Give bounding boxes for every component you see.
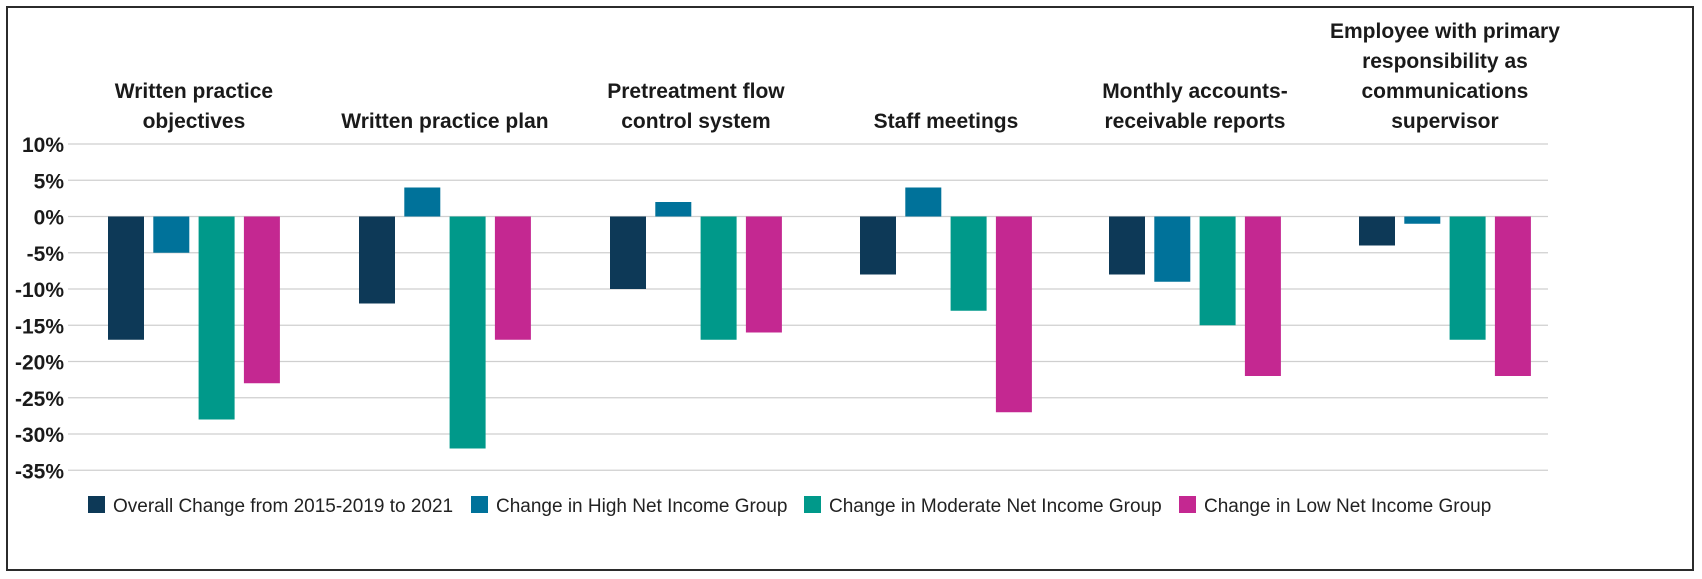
- y-tick-label: 10%: [22, 134, 64, 157]
- bar: [745, 216, 782, 333]
- legend-label: Change in High Net Income Group: [496, 496, 788, 517]
- category-label: receivable reports: [1104, 110, 1285, 133]
- bar: [359, 216, 395, 304]
- bar: [995, 216, 1032, 413]
- legend-swatch: [471, 496, 488, 513]
- bar: [1494, 216, 1531, 376]
- legend-swatch: [804, 496, 821, 513]
- bar-chart: 10% 5% 0% -5% -10% -15% -20% -25% -30% -35% Writte…: [15, 20, 1560, 517]
- bar: [1109, 216, 1145, 275]
- bar: [449, 216, 486, 449]
- bar: [1404, 216, 1441, 224]
- legend-swatch: [1179, 496, 1196, 513]
- bar: [950, 216, 987, 311]
- category-label: communications: [1362, 80, 1529, 103]
- bar: [1359, 216, 1395, 246]
- bar: [655, 202, 692, 217]
- y-tick-label: 0%: [34, 207, 65, 230]
- bar: [108, 216, 144, 340]
- bar: [700, 216, 737, 340]
- y-tick-label: -15%: [15, 315, 64, 338]
- category-label: supervisor: [1391, 110, 1498, 133]
- category-label: objectives: [143, 110, 246, 133]
- category-label: Pretreatment flow: [607, 80, 785, 103]
- category-label: Monthly accounts-: [1102, 80, 1288, 103]
- y-tick-label: -30%: [15, 424, 64, 447]
- bar: [860, 216, 896, 275]
- bar: [905, 187, 942, 217]
- bar: [1199, 216, 1236, 326]
- bar: [610, 216, 646, 289]
- bar: [1154, 216, 1191, 282]
- bar: [198, 216, 235, 420]
- y-tick-label: -25%: [15, 388, 64, 411]
- category-label: responsibility as: [1362, 50, 1528, 73]
- category-label: Written practice plan: [341, 110, 548, 133]
- category-label: Employee with primary: [1330, 20, 1560, 43]
- y-tick-label: -35%: [15, 460, 64, 483]
- bar: [153, 216, 190, 253]
- bar: [243, 216, 280, 384]
- category-label: Staff meetings: [874, 110, 1019, 133]
- chart-frame: 10% 5% 0% -5% -10% -15% -20% -25% -30% -35% Writte…: [6, 6, 1694, 571]
- legend-swatch: [88, 496, 105, 513]
- bar: [1244, 216, 1281, 376]
- y-tick-label: -5%: [27, 243, 65, 266]
- category-label: control system: [621, 110, 770, 133]
- legend-label: Change in Moderate Net Income Group: [829, 496, 1162, 517]
- legend-label: Overall Change from 2015-2019 to 2021: [113, 496, 453, 517]
- bar: [404, 187, 441, 217]
- y-tick-label: -10%: [15, 279, 64, 302]
- y-tick-label: -20%: [15, 352, 64, 375]
- legend-label: Change in Low Net Income Group: [1204, 496, 1491, 517]
- y-tick-label: 5%: [34, 170, 65, 193]
- bar: [1449, 216, 1486, 340]
- bar: [494, 216, 531, 340]
- category-label: Written practice: [115, 80, 273, 103]
